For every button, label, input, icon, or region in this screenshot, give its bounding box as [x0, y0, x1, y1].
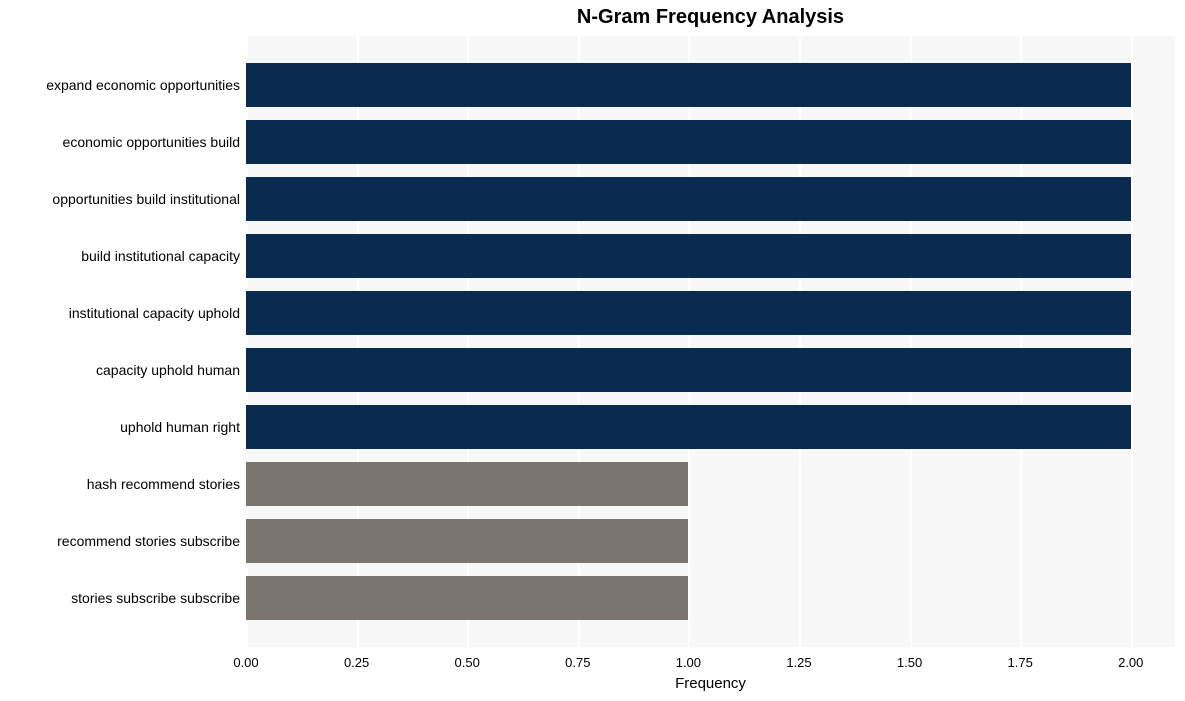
bar [246, 576, 688, 620]
bar-row [246, 291, 1175, 335]
x-tick-label: 0.00 [233, 655, 258, 670]
ngram-frequency-chart: N-Gram Frequency Analysis expand economi… [0, 0, 1185, 701]
bar-row [246, 348, 1175, 392]
bar-row [246, 405, 1175, 449]
y-tick-label: economic opportunities build [63, 134, 240, 150]
bar [246, 462, 688, 506]
bar-row [246, 519, 1175, 563]
x-tick-label: 1.25 [786, 655, 811, 670]
y-tick-label: hash recommend stories [87, 476, 240, 492]
y-tick-label: expand economic opportunities [46, 77, 240, 93]
bar-row [246, 234, 1175, 278]
x-axis-title: Frequency [246, 675, 1175, 692]
bar [246, 120, 1131, 164]
x-tick-label: 1.75 [1008, 655, 1033, 670]
x-tick-label: 0.50 [455, 655, 480, 670]
y-tick-label: opportunities build institutional [52, 191, 240, 207]
bar-row [246, 120, 1175, 164]
x-tick-label: 1.00 [676, 655, 701, 670]
bar [246, 405, 1131, 449]
x-tick-label: 0.25 [344, 655, 369, 670]
plot-area [246, 36, 1175, 647]
bar [246, 291, 1131, 335]
chart-title: N-Gram Frequency Analysis [246, 6, 1175, 29]
y-tick-label: capacity uphold human [96, 362, 240, 378]
bar [246, 234, 1131, 278]
bar-row [246, 177, 1175, 221]
bar [246, 519, 688, 563]
bar-row [246, 63, 1175, 107]
y-tick-label: uphold human right [120, 419, 240, 435]
x-tick-label: 2.00 [1118, 655, 1143, 670]
bar [246, 348, 1131, 392]
x-tick-label: 1.50 [897, 655, 922, 670]
bar-row [246, 462, 1175, 506]
y-tick-label: recommend stories subscribe [57, 533, 240, 549]
bar [246, 63, 1131, 107]
y-tick-label: institutional capacity uphold [69, 305, 240, 321]
y-tick-label: stories subscribe subscribe [71, 590, 240, 606]
bar-row [246, 576, 1175, 620]
y-tick-label: build institutional capacity [81, 248, 240, 264]
bar [246, 177, 1131, 221]
x-tick-label: 0.75 [565, 655, 590, 670]
